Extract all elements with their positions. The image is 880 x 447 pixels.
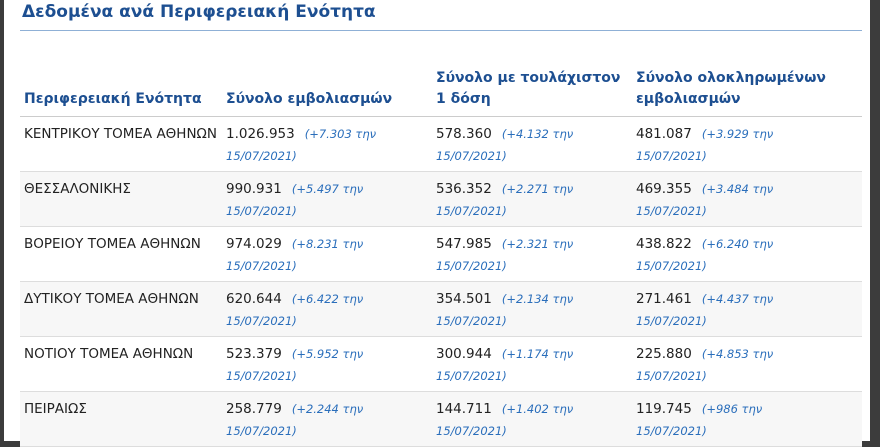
count-value: 523.379 [226,346,282,362]
table-row: ΘΕΣΣΑΛΟΝΙΚΗΣ 990.931 (+5.497 την 15/07/202… [20,171,862,227]
count-cell: 990.931 (+5.497 την 15/07/2021) [222,171,432,227]
daily-change: (+4.437 την 15/07/2021) [636,292,774,328]
daily-change: (+3.929 την 15/07/2021) [636,127,774,163]
daily-change: (+2.271 την 15/07/2021) [436,182,574,218]
daily-change: (+986 την 15/07/2021) [636,402,763,438]
count-value: 547.985 [436,236,492,252]
region-name: ΒΟΡΕΙΟΥ ΤΟΜΕΑ ΑΘΗΝΩΝ [20,226,222,282]
region-name: ΠΕΙΡΑΙΩΣ [20,391,222,447]
count-value: 469.355 [636,181,692,197]
count-value: 271.461 [636,291,692,307]
column-header: Σύνολο εμβολιασμών [222,40,432,117]
column-header: Σύνολο με τουλάχιστον 1 δόση [432,40,632,117]
daily-change: (+8.231 την 15/07/2021) [226,237,364,273]
count-cell: 620.644 (+6.422 την 15/07/2021) [222,281,432,337]
column-header: Περιφερειακή Ενότητα [20,40,222,117]
count-cell: 481.087 (+3.929 την 15/07/2021) [632,116,862,172]
daily-change: (+1.174 την 15/07/2021) [436,347,574,383]
count-cell: 354.501 (+2.134 την 15/07/2021) [432,281,632,337]
table-row: ΔΥΤΙΚΟΥ ΤΟΜΕΑ ΑΘΗΝΩΝ 620.644 (+6.422 την 1… [20,281,862,337]
count-value: 354.501 [436,291,492,307]
count-value: 578.360 [436,126,492,142]
daily-change: (+6.422 την 15/07/2021) [226,292,364,328]
table-row: ΚΕΝΤΡΙΚΟΥ ΤΟΜΕΑ ΑΘΗΝΩΝ 1.026.953 (+7.303 τ… [20,116,862,172]
daily-change: (+2.321 την 15/07/2021) [436,237,574,273]
count-cell: 300.944 (+1.174 την 15/07/2021) [432,336,632,392]
daily-change: (+5.952 την 15/07/2021) [226,347,364,383]
count-value: 990.931 [226,181,282,197]
region-name: ΝΟΤΙΟΥ ΤΟΜΕΑ ΑΘΗΝΩΝ [20,336,222,392]
daily-change: (+4.853 την 15/07/2021) [636,347,774,383]
table-row: ΒΟΡΕΙΟΥ ΤΟΜΕΑ ΑΘΗΝΩΝ 974.029 (+8.231 την 1… [20,226,862,282]
count-cell: 258.779 (+2.244 την 15/07/2021) [222,391,432,447]
count-cell: 536.352 (+2.271 την 15/07/2021) [432,171,632,227]
region-name: ΘΕΣΣΑΛΟΝΙΚΗΣ [20,171,222,227]
daily-change: (+6.240 την 15/07/2021) [636,237,774,273]
region-table: Περιφερειακή Ενότητα Σύνολο εμβολιασμών Σύ… [20,40,862,447]
panel: Δεδομένα ανά Περιφερειακή Ενότητα Περιφε… [4,0,870,447]
region-name: ΔΥΤΙΚΟΥ ΤΟΜΕΑ ΑΘΗΝΩΝ [20,281,222,337]
daily-change: (+2.244 την 15/07/2021) [226,402,364,438]
table-row: ΝΟΤΙΟΥ ΤΟΜΕΑ ΑΘΗΝΩΝ 523.379 (+5.952 την 15… [20,336,862,392]
table-row: ΠΕΙΡΑΙΩΣ 258.779 (+2.244 την 15/07/2021) 14… [20,391,862,447]
count-cell: 119.745 (+986 την 15/07/2021) [632,391,862,447]
daily-change: (+2.134 την 15/07/2021) [436,292,574,328]
count-value: 300.944 [436,346,492,362]
daily-change: (+4.132 την 15/07/2021) [436,127,574,163]
table-body: ΚΕΝΤΡΙΚΟΥ ΤΟΜΕΑ ΑΘΗΝΩΝ 1.026.953 (+7.303 τ… [20,116,862,447]
title-rule [20,30,862,31]
count-value: 144.711 [436,401,492,417]
count-value: 119.745 [636,401,692,417]
count-value: 225.880 [636,346,692,362]
daily-change: (+1.402 την 15/07/2021) [436,402,574,438]
count-value: 536.352 [436,181,492,197]
count-cell: 144.711 (+1.402 την 15/07/2021) [432,391,632,447]
count-value: 620.644 [226,291,282,307]
count-value: 1.026.953 [226,126,295,142]
region-name: ΚΕΝΤΡΙΚΟΥ ΤΟΜΕΑ ΑΘΗΝΩΝ [20,116,222,172]
section-title: Δεδομένα ανά Περιφερειακή Ενότητα [22,2,376,22]
column-header: Σύνολο ολοκληρωμένων εμβολιασμών [632,40,862,117]
daily-change: (+3.484 την 15/07/2021) [636,182,774,218]
count-value: 438.822 [636,236,692,252]
count-cell: 547.985 (+2.321 την 15/07/2021) [432,226,632,282]
header-row: Περιφερειακή Ενότητα Σύνολο εμβολιασμών Σύ… [20,40,862,117]
count-cell: 225.880 (+4.853 την 15/07/2021) [632,336,862,392]
count-cell: 1.026.953 (+7.303 την 15/07/2021) [222,116,432,172]
count-cell: 271.461 (+4.437 την 15/07/2021) [632,281,862,337]
daily-change: (+5.497 την 15/07/2021) [226,182,364,218]
count-cell: 438.822 (+6.240 την 15/07/2021) [632,226,862,282]
daily-change: (+7.303 την 15/07/2021) [226,127,377,163]
count-cell: 974.029 (+8.231 την 15/07/2021) [222,226,432,282]
count-cell: 469.355 (+3.484 την 15/07/2021) [632,171,862,227]
count-cell: 578.360 (+4.132 την 15/07/2021) [432,116,632,172]
count-value: 258.779 [226,401,282,417]
count-value: 974.029 [226,236,282,252]
count-value: 481.087 [636,126,692,142]
count-cell: 523.379 (+5.952 την 15/07/2021) [222,336,432,392]
